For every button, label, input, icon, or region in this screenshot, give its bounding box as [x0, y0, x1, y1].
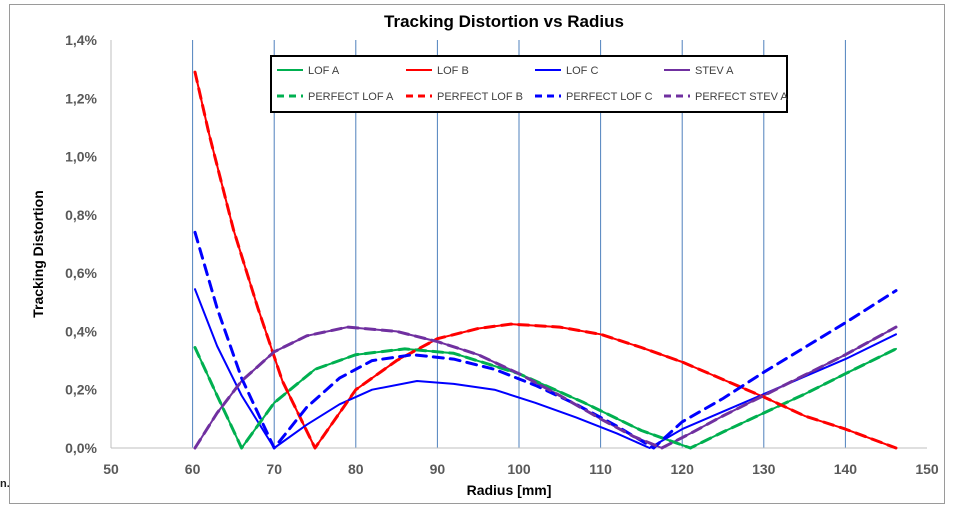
legend-label: PERFECT LOF A — [308, 91, 394, 103]
y-tick-label: 0,4% — [65, 323, 97, 339]
y-tick-label: 0,0% — [65, 440, 97, 456]
x-tick-label: 100 — [507, 461, 531, 477]
y-tick-label: 1,2% — [65, 90, 97, 106]
series-line-lof-b — [194, 71, 897, 449]
y-tick-label: 1,4% — [65, 32, 97, 48]
legend-label: STEV A — [695, 65, 734, 77]
x-tick-label: 140 — [834, 461, 858, 477]
chart-svg: Tracking Distortion vs Radius 50 60 70 80 90 1… — [30, 12, 939, 498]
legend-label: PERFECT LOF B — [437, 91, 523, 103]
legend-label: LOF B — [437, 65, 469, 77]
y-tick-label: 0,6% — [65, 265, 97, 281]
series-line-perfect-stev-a — [193, 325, 898, 450]
x-tick-label: 110 — [589, 461, 612, 477]
y-tick-label: 0,8% — [65, 207, 97, 223]
chart-frame: Tracking Distortion vs Radius 50 60 70 80 90 1… — [9, 4, 945, 504]
x-tick-label: 50 — [103, 461, 119, 477]
x-tick-label: 80 — [348, 461, 364, 477]
x-tick-label: 70 — [266, 461, 282, 477]
legend-label: PERFECT LOF C — [566, 91, 653, 103]
x-tick-label: 120 — [671, 461, 695, 477]
series-line-perfect-lof-b — [193, 70, 898, 450]
chart-title: Tracking Distortion vs Radius — [384, 12, 624, 31]
y-tick-label: 0,2% — [65, 382, 97, 398]
x-tick-label: 60 — [185, 461, 201, 477]
x-axis-title: Radius [mm] — [467, 482, 552, 498]
series-line-perfect-lof-a — [193, 346, 898, 450]
y-tick-label: 1,0% — [65, 149, 97, 165]
series-line-perfect-lof-c — [193, 230, 898, 450]
series-line-lof-c — [194, 288, 897, 449]
legend-label: LOF C — [566, 65, 598, 77]
x-tick-label: 150 — [915, 461, 939, 477]
legend-label: PERFECT STEV A — [695, 91, 788, 103]
y-axis-title: Tracking Distortion — [30, 190, 46, 318]
x-tick-label: 90 — [430, 461, 446, 477]
series-line-lof-a — [194, 346, 897, 449]
legend-label: LOF A — [308, 65, 340, 77]
stray-text: n. — [0, 478, 10, 490]
legend-box — [270, 55, 788, 113]
x-tick-label: 130 — [752, 461, 776, 477]
